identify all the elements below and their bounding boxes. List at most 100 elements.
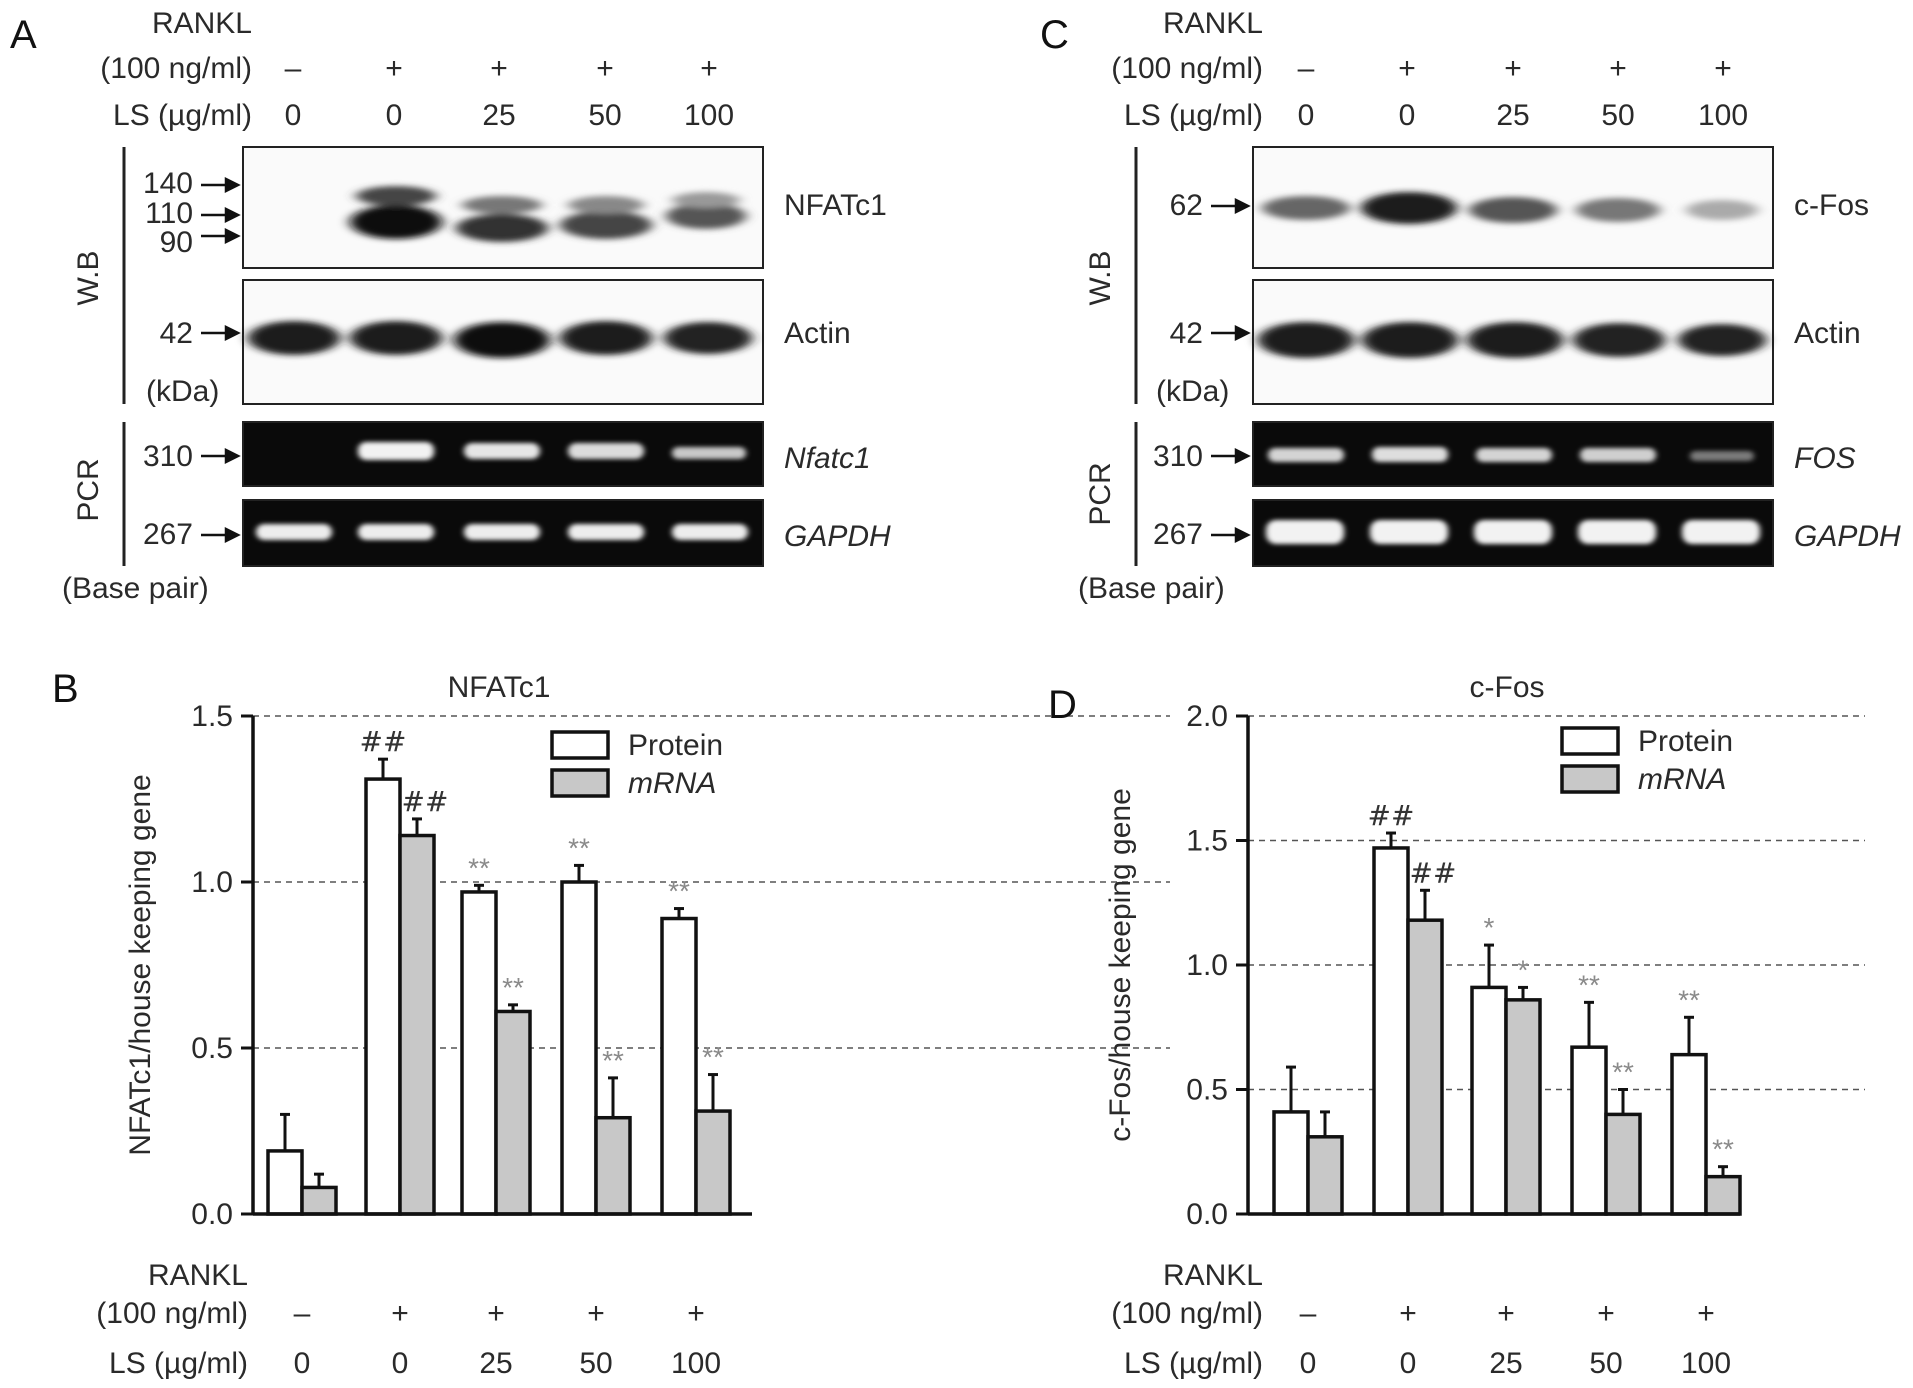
wb-label: W.B xyxy=(1084,250,1117,305)
ls-value: 25 xyxy=(1489,1347,1522,1380)
significance-marker: ## xyxy=(1410,856,1457,889)
marker-label: 110 xyxy=(145,197,193,230)
ls-value: 50 xyxy=(579,1347,612,1380)
legend-swatch xyxy=(1560,764,1620,794)
rankl-label: RANKL xyxy=(148,1259,248,1292)
significance-marker: ** xyxy=(568,832,590,863)
ls-value: 0 xyxy=(294,1347,311,1380)
rankl-concentration-label: (100 ng/ml) xyxy=(100,52,252,85)
ls-value: 0 xyxy=(386,99,403,132)
rankl-label: RANKL xyxy=(1163,1259,1263,1292)
chart-title: NFATc1 xyxy=(448,671,551,704)
base-pair-label: (Base pair) xyxy=(62,572,209,605)
rankl-sign: + xyxy=(587,1297,605,1330)
y-axis-label: NFATc1/house keeping gene xyxy=(124,774,157,1155)
significance-marker: ## xyxy=(402,785,449,818)
chart-c-fos: c-Fos c-Fos/house keeping gene 0.0 0.5 1.0 1.… xyxy=(1104,671,1865,1380)
y-tick-label: 0.5 xyxy=(191,1032,233,1065)
y-tick-label: 1.0 xyxy=(1186,949,1228,982)
ls-value: 25 xyxy=(482,99,515,132)
kda-label: (kDa) xyxy=(146,375,219,408)
bar xyxy=(364,777,402,1216)
bar xyxy=(1406,918,1444,1216)
rankl-sign: + xyxy=(1597,1297,1615,1330)
ls-value: 25 xyxy=(1496,99,1529,132)
significance-marker: * xyxy=(1518,954,1529,985)
bar xyxy=(660,916,698,1216)
marker-label: 42 xyxy=(160,317,193,350)
c-fos-bands xyxy=(1262,192,1758,224)
ls-concentration-label: LS (µg/ml) xyxy=(1124,1347,1263,1380)
panel-letter-b: B xyxy=(52,667,79,711)
rankl-label: RANKL xyxy=(152,7,252,40)
fos-gel-bands xyxy=(1268,447,1754,462)
bar xyxy=(398,833,436,1216)
bar xyxy=(1272,1110,1310,1216)
marker-label: 140 xyxy=(143,167,193,200)
marker-label: 42 xyxy=(1170,317,1203,350)
ls-value: 0 xyxy=(1300,1347,1317,1380)
ls-value: 0 xyxy=(1400,1347,1417,1380)
rankl-sign: + xyxy=(1609,52,1627,85)
marker-arrows xyxy=(1211,197,1251,215)
y-tick-label: 1.5 xyxy=(191,700,233,733)
marker-arrows xyxy=(1211,447,1251,465)
marker-label: 62 xyxy=(1170,189,1203,222)
significance-marker: ** xyxy=(468,852,490,883)
rankl-sign: + xyxy=(596,52,614,85)
blot-name: c-Fos xyxy=(1794,189,1869,222)
gel-name: GAPDH xyxy=(784,520,891,553)
significance-marker: ## xyxy=(1368,799,1415,832)
actin-bands xyxy=(248,321,752,358)
pcr-label: PCR xyxy=(1084,462,1117,525)
gel-name: GAPDH xyxy=(1794,520,1901,553)
ls-value: 0 xyxy=(392,1347,409,1380)
ls-value: 50 xyxy=(588,99,621,132)
base-pair-label: (Base pair) xyxy=(1078,572,1225,605)
bar xyxy=(694,1109,732,1216)
bar xyxy=(1704,1174,1742,1216)
marker-arrows xyxy=(1211,526,1251,544)
rankl-sign: + xyxy=(1497,1297,1515,1330)
marker-arrows xyxy=(201,447,241,465)
marker-arrows xyxy=(201,526,241,544)
significance-marker: ** xyxy=(1612,1057,1634,1088)
panel-letter-a: A xyxy=(10,13,37,57)
bar xyxy=(460,890,498,1216)
significance-marker: ** xyxy=(668,876,690,907)
significance-marker: ** xyxy=(502,972,524,1003)
bar xyxy=(494,1009,532,1216)
bar xyxy=(1604,1112,1642,1216)
gapdh-gel-bands xyxy=(256,524,748,540)
y-tick-label: 2.0 xyxy=(1186,700,1228,733)
significance-marker: ** xyxy=(1678,984,1700,1015)
marker-label: 267 xyxy=(1153,518,1203,551)
ls-value: 100 xyxy=(1681,1347,1731,1380)
marker-arrows xyxy=(201,324,241,342)
marker-label: 310 xyxy=(143,440,193,473)
significance-marker: ** xyxy=(1712,1134,1734,1165)
ls-value: 0 xyxy=(1298,99,1315,132)
significance-marker: ** xyxy=(702,1042,724,1073)
ls-value: 0 xyxy=(1399,99,1416,132)
ls-value: 50 xyxy=(1601,99,1634,132)
wb-label: W.B xyxy=(72,250,105,305)
rankl-concentration-label: (100 ng/ml) xyxy=(1111,52,1263,85)
bar xyxy=(1372,846,1410,1216)
rankl-sign: – xyxy=(1300,1297,1317,1330)
bar xyxy=(1504,998,1542,1216)
ls-value: 0 xyxy=(285,99,302,132)
legend-label: mRNA xyxy=(1638,763,1726,796)
gel-name: FOS xyxy=(1794,442,1856,475)
y-tick-label: 1.5 xyxy=(1186,825,1228,858)
marker-label: 310 xyxy=(1153,440,1203,473)
blot-name: Actin xyxy=(1794,317,1861,350)
rankl-sign: + xyxy=(1697,1297,1715,1330)
ls-value: 100 xyxy=(1698,99,1748,132)
pcr-label: PCR xyxy=(72,458,105,521)
panel-a: A RANKL (100 ng/ml) LS (µg/ml) – + + + +… xyxy=(10,7,891,605)
ls-concentration-label: LS (µg/ml) xyxy=(113,99,252,132)
rankl-sign: + xyxy=(1504,52,1522,85)
bar xyxy=(594,1115,632,1216)
